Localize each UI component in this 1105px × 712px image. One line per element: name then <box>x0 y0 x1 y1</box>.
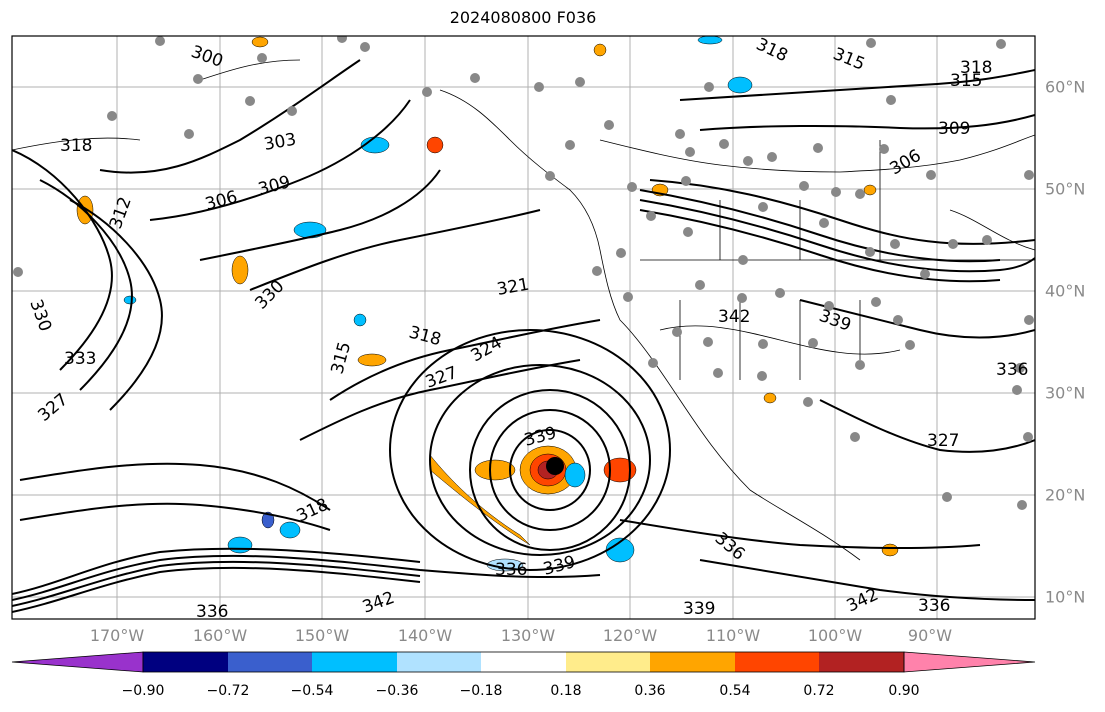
contour-label: 339 <box>683 599 715 619</box>
lat-label: 30°N <box>1045 383 1086 403</box>
colorbar-tick-label: −0.90 <box>121 683 165 699</box>
contour-label: 318 <box>960 58 992 78</box>
contour-label: 336 <box>918 596 950 616</box>
colorbar-segment <box>735 652 819 672</box>
colorbar-extend-max <box>903 651 1036 673</box>
lat-label: 40°N <box>1045 281 1086 301</box>
lon-label: 120°W <box>602 626 658 645</box>
contour-label: 327 <box>927 431 959 451</box>
station-dots <box>13 36 1034 510</box>
shaded-field <box>76 36 899 572</box>
colorbar-segment <box>566 652 650 672</box>
map-background <box>12 36 1035 619</box>
colorbar-tick-label: 0.18 <box>550 683 582 699</box>
storm-center-marker <box>546 457 564 475</box>
lat-label: 50°N <box>1045 179 1086 199</box>
colorbar <box>11 651 1036 673</box>
lon-label: 130°W <box>500 626 556 645</box>
theta-contours <box>12 59 1035 613</box>
colorbar-outline <box>142 651 905 673</box>
map-frame <box>11 35 1036 620</box>
lon-label: 140°W <box>397 626 453 645</box>
contour-label: 336 <box>196 602 228 622</box>
contour-label: 315 <box>950 71 982 91</box>
contour-label: 318 <box>60 136 92 156</box>
colorbar-segment <box>312 652 397 672</box>
map-title: 2024080800 F036 <box>449 8 597 27</box>
lon-label: 150°W <box>294 626 350 645</box>
contour-label: 309 <box>938 119 970 139</box>
colorbar-tick-label: 0.72 <box>803 683 835 699</box>
colorbar-tick-label: 0.54 <box>719 683 751 699</box>
colorbar-segment <box>650 652 735 672</box>
lon-label: 170°W <box>89 626 145 645</box>
lon-label: 90°W <box>907 626 953 645</box>
colorbar-segment <box>397 652 481 672</box>
colorbar-segment <box>143 652 228 672</box>
contour-label: 336 <box>495 560 527 580</box>
colorbar-tick-label: −0.54 <box>290 683 334 699</box>
colorbar-tick-label: −0.18 <box>459 683 503 699</box>
colorbar-extend-min <box>11 651 144 673</box>
colorbar-tick-label: 0.36 <box>634 683 666 699</box>
colorbar-segment <box>819 652 904 672</box>
lon-label: 110°W <box>705 626 761 645</box>
contour-label: 342 <box>718 307 750 327</box>
lon-label: 100°W <box>807 626 863 645</box>
colorbar-segment <box>481 652 566 672</box>
contour-label: 336 <box>996 360 1028 380</box>
lon-label: 160°W <box>192 626 248 645</box>
lat-label: 60°N <box>1045 77 1086 97</box>
lat-label: 20°N <box>1045 485 1086 505</box>
lat-label: 10°N <box>1045 587 1086 607</box>
colorbar-segment <box>228 652 312 672</box>
colorbar-tick-label: −0.72 <box>206 683 250 699</box>
colorbar-tick-label: −0.36 <box>375 683 419 699</box>
contour-label: 333 <box>64 349 96 369</box>
colorbar-tick-label: 0.90 <box>888 683 920 699</box>
coastlines <box>12 59 1035 561</box>
